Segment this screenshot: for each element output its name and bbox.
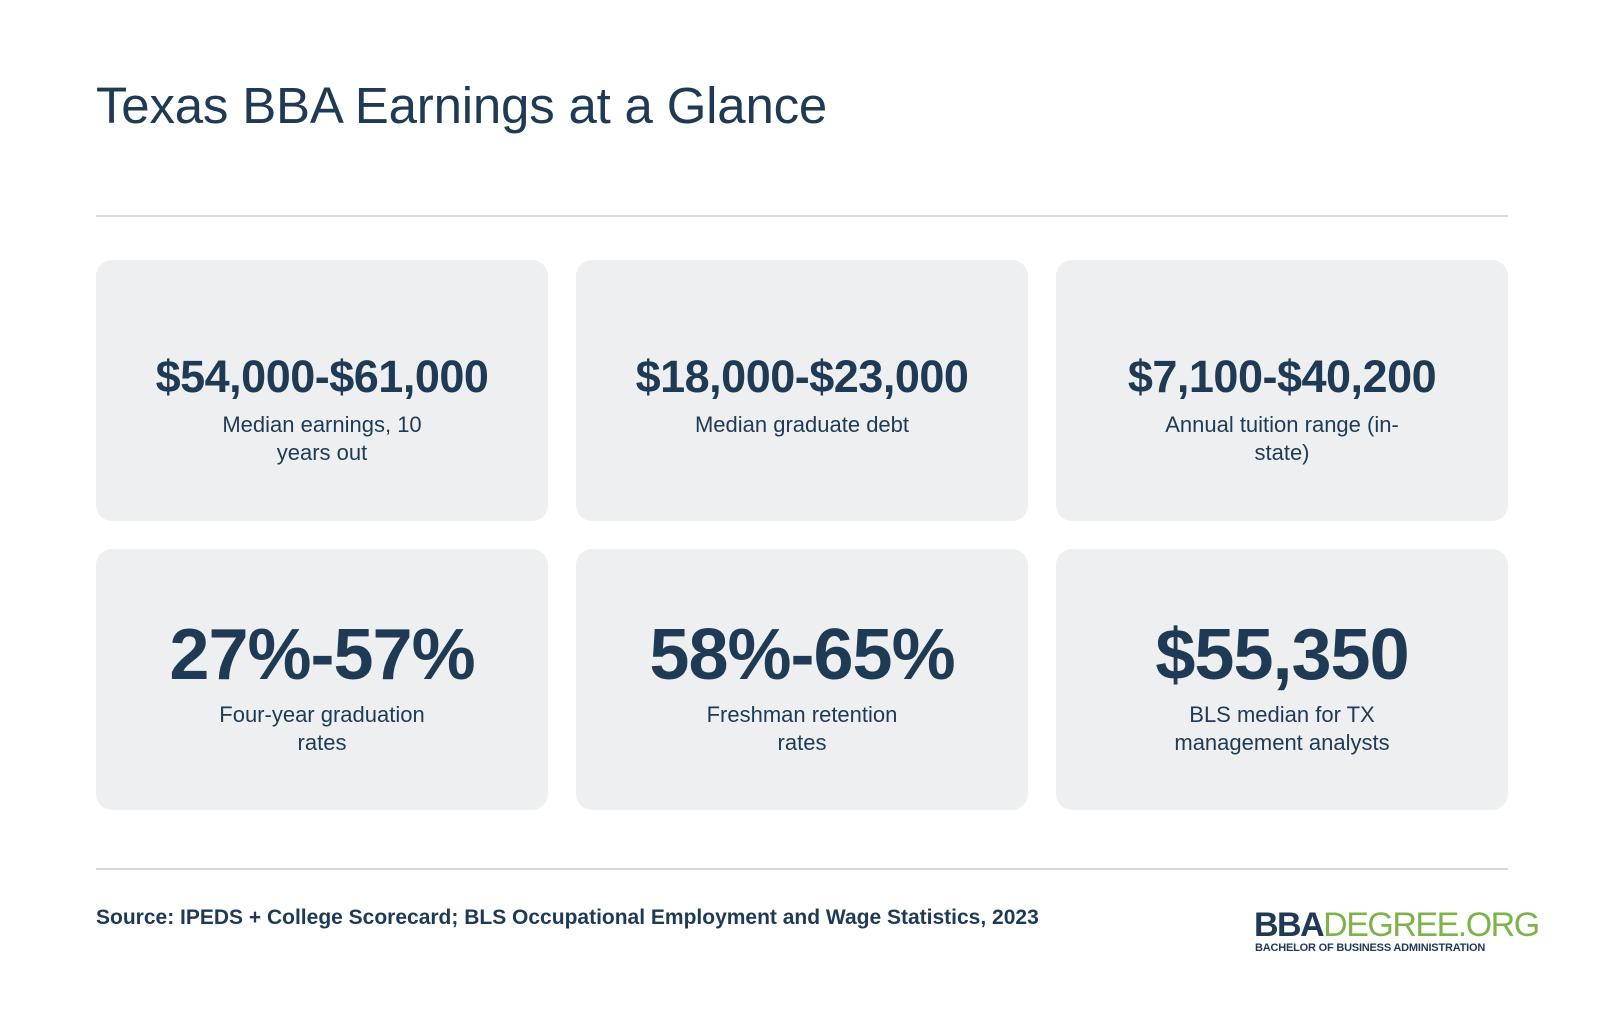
stat-card-bls-median: $55,350 BLS median for TX management ana… (1056, 549, 1508, 810)
stat-value: $54,000-$61,000 (155, 351, 489, 402)
stats-grid: $54,000-$61,000 Median earnings, 10 year… (96, 260, 1508, 810)
stat-card-graduation-rates: 27%-57% Four-year graduation rates (96, 549, 548, 810)
stat-value: 27%-57% (169, 615, 475, 695)
stat-card-graduate-debt: $18,000-$23,000 Median graduate debt (576, 260, 1028, 521)
stat-label: Annual tuition range (in-state) (1165, 412, 1399, 465)
stat-card-retention-rates: 58%-65% Freshman retention rates (576, 549, 1028, 810)
bbadegree-logo[interactable]: BBADEGREE.ORG BACHELOR OF BUSINESS ADMIN… (1254, 906, 1540, 954)
stat-card-median-earnings: $54,000-$61,000 Median earnings, 10 year… (96, 260, 548, 521)
stat-value: $18,000-$23,000 (635, 351, 969, 402)
stat-label: Freshman retention rates (706, 702, 898, 755)
stat-value: 58%-65% (649, 615, 955, 695)
bottom-divider (96, 868, 1508, 870)
stat-value: $7,100-$40,200 (1127, 351, 1437, 402)
stat-label: Median graduate debt (694, 412, 910, 437)
stat-label: Four-year graduation rates (219, 702, 425, 755)
logo-tagline: BACHELOR OF BUSINESS ADMINISTRATION (1255, 942, 1486, 954)
stat-value: $55,350 (1155, 615, 1409, 695)
logo-wordmark: BBADEGREE.ORG (1254, 906, 1540, 944)
top-divider (96, 215, 1508, 217)
stat-label: Median earnings, 10 years out (222, 412, 422, 465)
page-title: Texas BBA Earnings at a Glance (96, 77, 828, 134)
stat-label: BLS median for TX management analysts (1174, 702, 1390, 755)
logo-primary-text: BBA (1254, 906, 1325, 944)
source-citation: Source: IPEDS + College Scorecard; BLS O… (96, 906, 1039, 929)
logo-secondary-text: DEGREE.ORG (1323, 906, 1540, 944)
stat-card-tuition-range: $7,100-$40,200 Annual tuition range (in-… (1056, 260, 1508, 521)
